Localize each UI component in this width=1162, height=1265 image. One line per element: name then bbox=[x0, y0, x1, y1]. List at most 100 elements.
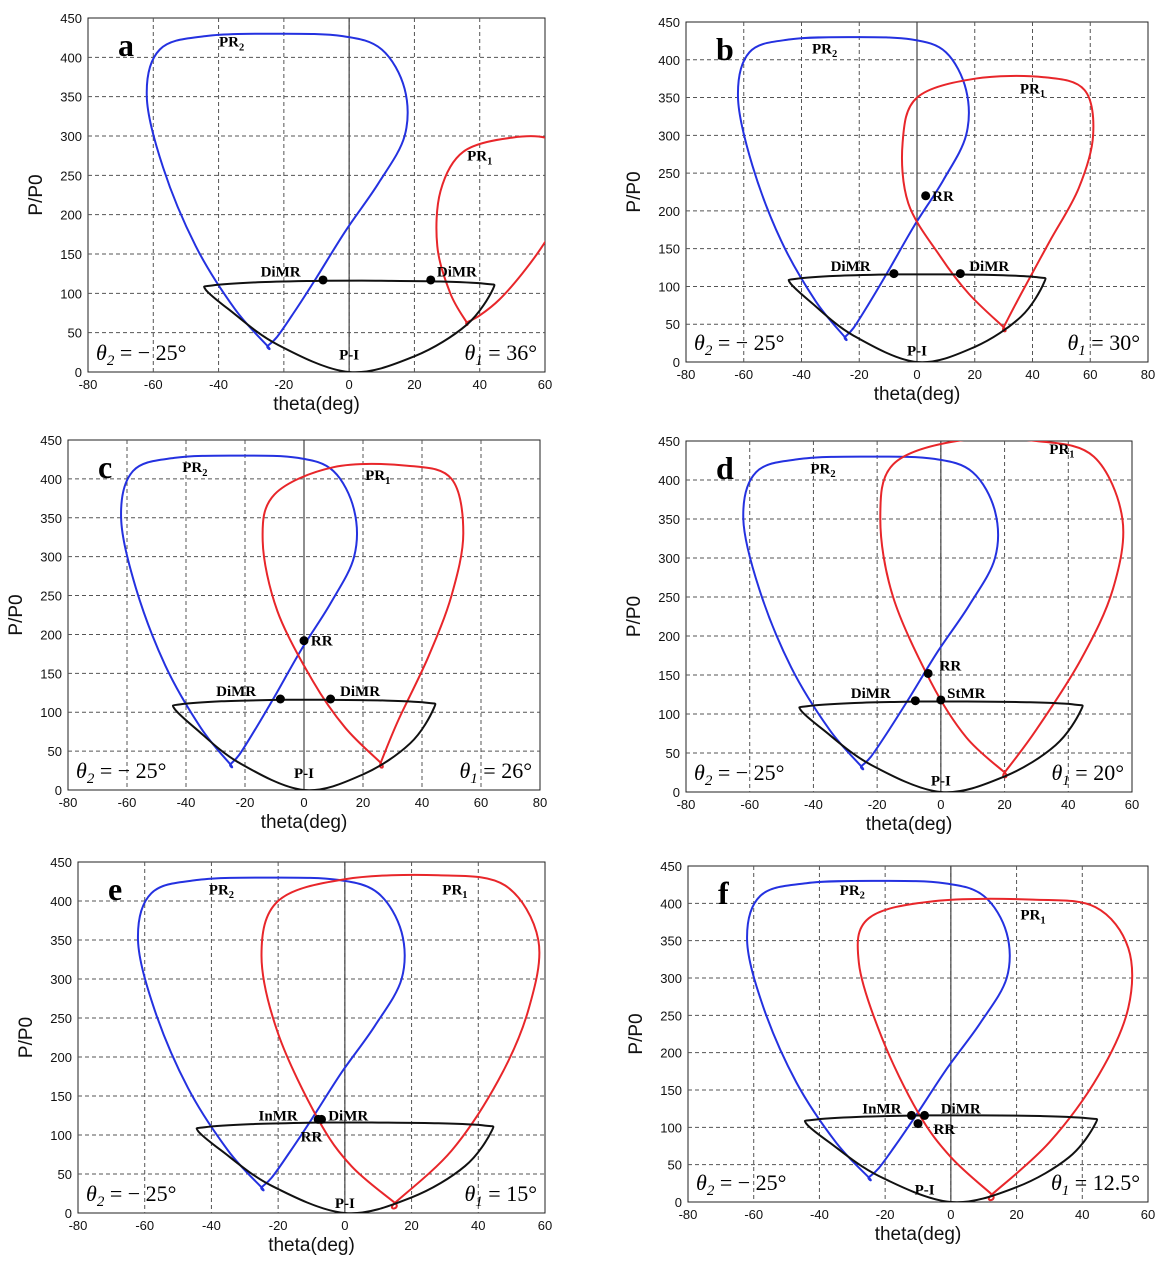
y-tick-label: 0 bbox=[65, 1206, 72, 1221]
curve-annotation-label: DiMR bbox=[851, 686, 891, 702]
y-tick-label: 300 bbox=[40, 550, 62, 565]
x-tick-label: 20 bbox=[1009, 1207, 1023, 1222]
y-axis-title: P/P0 bbox=[624, 596, 645, 637]
curve-annotation-label: PR2 bbox=[810, 461, 835, 480]
panel-letter: d bbox=[716, 450, 734, 486]
curve-annotation-label: P-I bbox=[915, 1182, 935, 1198]
series-pr1-curve bbox=[900, 74, 1095, 333]
y-tick-label: 250 bbox=[660, 1008, 682, 1023]
x-tick-label: 60 bbox=[538, 1218, 552, 1233]
y-axis-title: P/P0 bbox=[624, 171, 645, 212]
theta2-annotation: θ2 = − 25° bbox=[696, 1170, 786, 1199]
curve-annotation-label: RR bbox=[932, 189, 954, 205]
plot-frame bbox=[687, 865, 1149, 1203]
x-tick-label: -20 bbox=[868, 797, 887, 812]
mode-point-marker bbox=[923, 668, 933, 678]
curve-annotation-label: InMR bbox=[862, 1102, 901, 1118]
curve-annotation-label: DiMR bbox=[261, 264, 301, 280]
curve-annotation-label: PR2 bbox=[209, 882, 234, 901]
y-tick-label: 50 bbox=[666, 746, 680, 761]
y-tick-label: 450 bbox=[50, 855, 72, 870]
curve-annotation-label: PR2 bbox=[840, 883, 865, 902]
curve-annotation-label: PR2 bbox=[219, 35, 244, 54]
theta2-annotation: θ2 = − 25° bbox=[694, 330, 784, 359]
curve-annotation-label: DiMR bbox=[216, 684, 256, 700]
x-axis-title: theta(deg) bbox=[866, 814, 953, 835]
y-tick-label: 0 bbox=[673, 785, 680, 800]
panel-letter: f bbox=[718, 875, 729, 911]
x-tick-label: 20 bbox=[404, 1218, 418, 1233]
y-tick-label: 150 bbox=[60, 247, 82, 262]
x-tick-label: 40 bbox=[1061, 797, 1075, 812]
x-tick-label: -20 bbox=[876, 1207, 895, 1222]
panel-e: -80 -60 -40 -20 0 20 40 60 0 50 100 150 200 250 300 350… bbox=[16, 855, 552, 1256]
theta1-annotation: θ1 = 20° bbox=[1051, 760, 1124, 789]
y-tick-label: 100 bbox=[40, 705, 62, 720]
x-tick-label: 60 bbox=[474, 795, 488, 810]
panel-letter: a bbox=[118, 27, 134, 63]
y-tick-label: 350 bbox=[40, 511, 62, 526]
x-tick-label: -60 bbox=[740, 797, 759, 812]
series-p-i-curve bbox=[203, 279, 496, 372]
plot-area bbox=[742, 441, 1125, 792]
series-pr2-curve bbox=[742, 455, 999, 771]
mode-point-marker bbox=[910, 696, 920, 706]
x-tick-label: 0 bbox=[937, 797, 944, 812]
mode-point-marker bbox=[326, 694, 336, 704]
y-tick-label: 300 bbox=[658, 551, 680, 566]
y-tick-label: 150 bbox=[660, 1083, 682, 1098]
y-tick-label: 150 bbox=[50, 1089, 72, 1104]
mode-point-marker bbox=[920, 1110, 930, 1120]
curve-annotation-label: DiMR bbox=[831, 259, 871, 275]
curve-annotation-label: DiMR bbox=[969, 259, 1009, 275]
x-tick-label: -60 bbox=[144, 377, 163, 392]
x-tick-label: 0 bbox=[346, 377, 353, 392]
curve-annotation-label: P-I bbox=[294, 766, 314, 782]
y-tick-label: 150 bbox=[40, 666, 62, 681]
series-p-i-curve bbox=[171, 698, 437, 790]
x-tick-label: -40 bbox=[177, 795, 196, 810]
y-tick-label: 450 bbox=[660, 859, 682, 874]
y-tick-label: 50 bbox=[68, 326, 82, 341]
curve-annotation-label: PR2 bbox=[812, 41, 837, 60]
mode-point-marker bbox=[913, 1119, 923, 1129]
y-tick-label: 350 bbox=[660, 934, 682, 949]
y-tick-label: 350 bbox=[50, 933, 72, 948]
curve-annotation-label: PR1 bbox=[1049, 442, 1074, 461]
y-tick-label: 0 bbox=[675, 1195, 682, 1210]
panel-a: -80 -60 -40 -20 0 20 40 60 0 50 100 150 200 250 300 350… bbox=[26, 11, 552, 415]
plot-area bbox=[145, 32, 545, 372]
y-tick-label: 400 bbox=[40, 472, 62, 487]
y-tick-label: 50 bbox=[48, 744, 62, 759]
x-tick-label: -40 bbox=[202, 1218, 221, 1233]
mode-point-marker bbox=[299, 636, 309, 646]
y-axis-title: P/P0 bbox=[626, 1013, 647, 1054]
x-tick-label: 40 bbox=[1075, 1207, 1089, 1222]
y-tick-label: 0 bbox=[75, 365, 82, 380]
y-tick-label: 450 bbox=[658, 15, 680, 30]
y-tick-label: 100 bbox=[60, 286, 82, 301]
mode-point-marker bbox=[955, 269, 965, 279]
x-tick-label: -40 bbox=[804, 797, 823, 812]
theta2-annotation: θ2 = − 25° bbox=[96, 340, 186, 369]
x-tick-label: 60 bbox=[1125, 797, 1139, 812]
curve-annotation-label: DiMR bbox=[328, 1109, 368, 1125]
y-tick-label: 250 bbox=[658, 166, 680, 181]
theta1-annotation: θ1 = 12.5° bbox=[1051, 1170, 1140, 1199]
y-tick-label: 200 bbox=[40, 627, 62, 642]
plot-frame bbox=[685, 440, 1133, 793]
mode-point-marker bbox=[921, 191, 931, 201]
mode-point-marker bbox=[906, 1110, 916, 1120]
y-tick-label: 200 bbox=[60, 208, 82, 223]
curve-annotation-label: P-I bbox=[907, 344, 927, 360]
x-axis-title: theta(deg) bbox=[273, 394, 360, 415]
x-axis-title: theta(deg) bbox=[875, 1224, 962, 1245]
plot-frame bbox=[77, 861, 546, 1214]
x-tick-label: -80 bbox=[677, 367, 696, 382]
theta1-annotation: θ1 = 26° bbox=[459, 758, 532, 787]
x-tick-label: -20 bbox=[269, 1218, 288, 1233]
x-tick-label: 60 bbox=[1083, 367, 1097, 382]
series-pr2-curve bbox=[145, 32, 409, 351]
series-p-i-curve bbox=[798, 700, 1084, 792]
